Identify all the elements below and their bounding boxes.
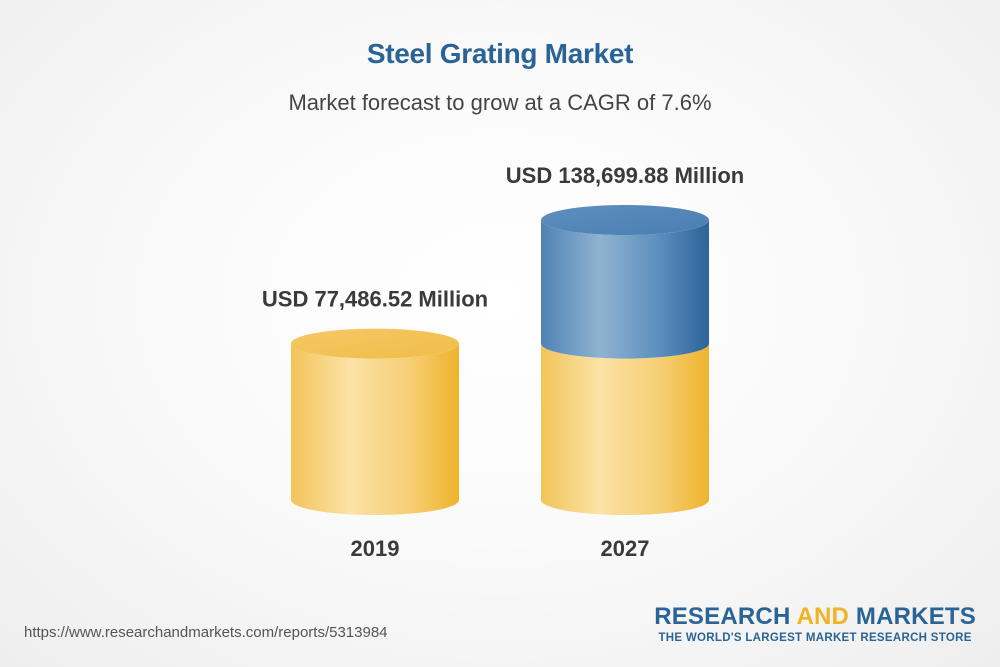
brand-word-and: AND <box>796 603 850 630</box>
bar-top-2019 <box>291 328 459 359</box>
bar-2027 <box>541 205 709 515</box>
chart-subtitle: Market forecast to grow at a CAGR of 7.6… <box>288 90 712 115</box>
brand-word-markets: MARKETS <box>849 603 976 630</box>
chart-title: Steel Grating Market <box>366 38 634 69</box>
brand-word-research: RESEARCH <box>654 603 797 630</box>
data-label-2027: USD 138,699.88 Million <box>506 163 744 188</box>
category-label-2019: 2019 <box>351 536 400 561</box>
bar-body-2019 <box>291 343 459 515</box>
brand-tagline: THE WORLD'S LARGEST MARKET RESEARCH STOR… <box>658 632 972 644</box>
bar-top-2027 <box>541 205 709 235</box>
brand-logo: RESEARCH AND MARKETS THE WORLD'S LARGEST… <box>654 604 976 645</box>
bar-2019 <box>291 328 459 515</box>
data-label-2019: USD 77,486.52 Million <box>262 287 488 312</box>
bar-base-segment-2027 <box>541 343 709 515</box>
source-url[interactable]: https://www.researchandmarkets.com/repor… <box>24 624 388 641</box>
brand-name: RESEARCH AND MARKETS <box>654 604 976 630</box>
bar-growth-segment-2027 <box>541 220 709 359</box>
category-label-2027: 2027 <box>601 536 650 561</box>
